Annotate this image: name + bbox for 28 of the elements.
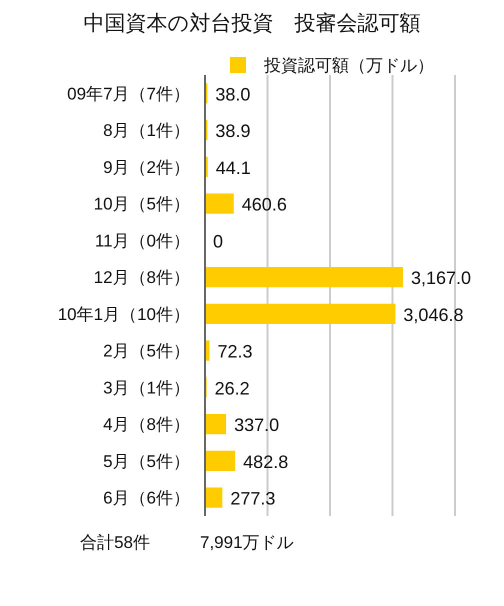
- y-tick-label: 5月（5件）: [103, 452, 190, 471]
- y-tick-label: 4月（8件）: [103, 415, 190, 434]
- data-label: 38.9: [215, 121, 250, 142]
- y-tick-label: 2月（5件）: [103, 342, 190, 361]
- data-label: 3,167.0: [410, 268, 471, 288]
- data-label: 337.0: [234, 415, 280, 436]
- y-tick-label: 11月（0件）: [94, 231, 190, 250]
- y-tick-label: 10年1月（10件）: [58, 304, 190, 324]
- text: 合計58件: [80, 533, 150, 552]
- data-label: 277.3: [230, 488, 276, 509]
- text: 7,991万ドル: [200, 533, 294, 552]
- legend-label: 投資認可額（万ドル）: [263, 56, 434, 75]
- y-tick-label: 8月（1件）: [103, 121, 190, 140]
- y-tick-label: 09年7月（7件）: [67, 84, 190, 104]
- y-tick-label: 10月（5件）: [94, 194, 190, 214]
- data-label: 26.2: [214, 378, 250, 398]
- chart-title: 中国資本の対台投資 投審会認可額: [84, 12, 420, 35]
- data-label: 482.8: [243, 452, 288, 472]
- data-label: 38.0: [215, 84, 250, 104]
- data-label: 3,046.8: [403, 304, 464, 325]
- data-label: 460.6: [242, 194, 287, 215]
- y-tick-label: 12月（8件）: [94, 268, 190, 288]
- y-tick-label: 9月（2件）: [103, 158, 190, 177]
- data-label: 44.1: [216, 158, 251, 178]
- data-label: 0: [213, 231, 224, 252]
- data-label: 72.3: [218, 342, 253, 362]
- y-tick-label: 6月（6件）: [103, 488, 190, 508]
- y-tick-label: 3月（1件）: [103, 378, 190, 398]
